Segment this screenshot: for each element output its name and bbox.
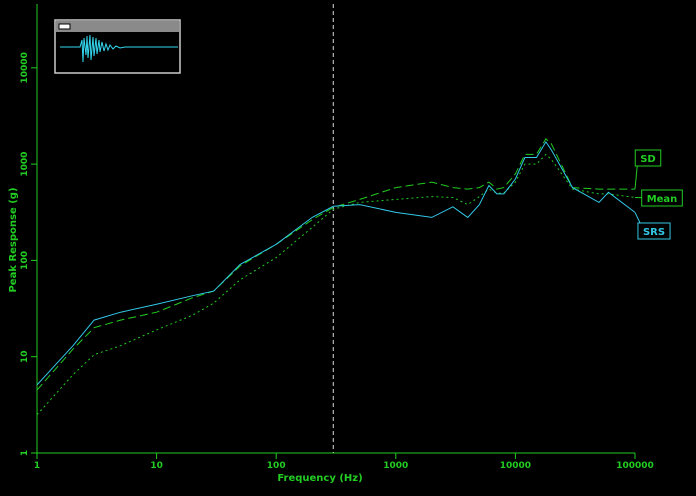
inset-button[interactable] — [59, 24, 70, 29]
x-tick-label: 1000 — [383, 461, 408, 471]
y-tick-label: 1000 — [20, 152, 30, 177]
x-tick-label: 100000 — [616, 461, 654, 471]
legend-label: SD — [640, 154, 656, 165]
y-tick-label: 10 — [20, 350, 30, 363]
legend-label: Mean — [647, 194, 678, 205]
x-tick-label: 10 — [150, 461, 163, 471]
y-tick-label: 1 — [20, 450, 30, 456]
inset-titlebar — [56, 21, 179, 32]
y-tick-label: 10000 — [20, 52, 30, 83]
y-tick-label: 100 — [20, 251, 30, 270]
inset-window — [55, 20, 180, 73]
legend-label: SRS — [643, 227, 665, 238]
x-tick-label: 1 — [34, 461, 40, 471]
y-axis-label: Peak Response (g) — [8, 187, 19, 292]
x-tick-label: 10000 — [500, 461, 531, 471]
x-tick-label: 100 — [267, 461, 286, 471]
x-axis-label: Frequency (Hz) — [277, 473, 362, 484]
